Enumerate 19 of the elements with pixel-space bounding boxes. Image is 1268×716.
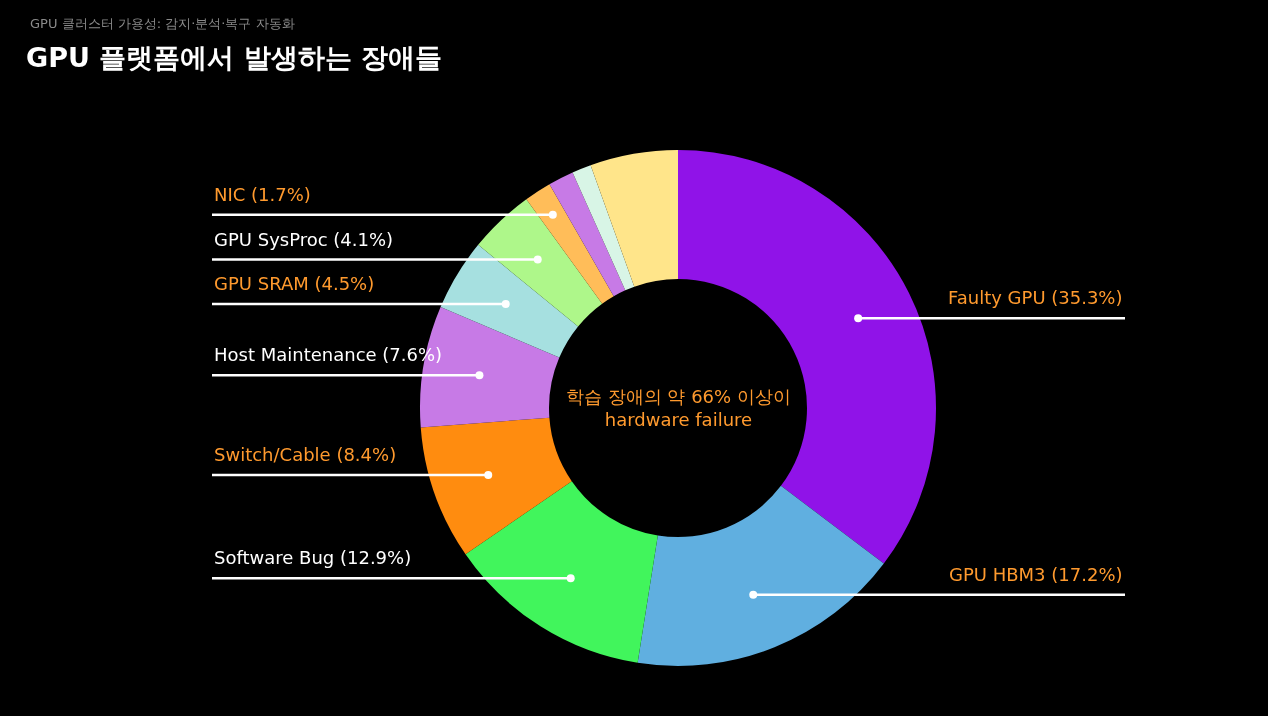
donut-slice (440, 244, 579, 358)
donut-slice (590, 150, 678, 287)
slice-label: GPU HBM3 (17.2%) (949, 564, 1123, 585)
slice-label: Switch/Cable (8.4%) (214, 444, 397, 465)
slice-label: Faulty GPU (35.3%) (948, 287, 1123, 308)
donut-slice (526, 184, 614, 304)
donut-slice (637, 485, 884, 666)
chart-title: GPU 플랫폼에서 발생하는 장애들 (26, 41, 443, 73)
donut-slice (465, 481, 658, 663)
slice-label: GPU SRAM (4.5%) (214, 273, 375, 294)
text: 학습 장애의 약 66% 이상이 hardware failure (566, 386, 791, 431)
slice-label: Software Bug (12.9%) (214, 547, 412, 568)
donut-slice (572, 165, 635, 291)
slice-label: GPU SysProc (4.1%) (214, 229, 394, 250)
donut-slice (549, 172, 626, 297)
chart-subtitle: GPU 클러스터 가용성: 감지·분석·복구 자동화 (30, 16, 295, 31)
donut-slice (420, 417, 572, 555)
donut-slice (478, 199, 603, 327)
slice-label: NIC (1.7%) (214, 184, 311, 205)
